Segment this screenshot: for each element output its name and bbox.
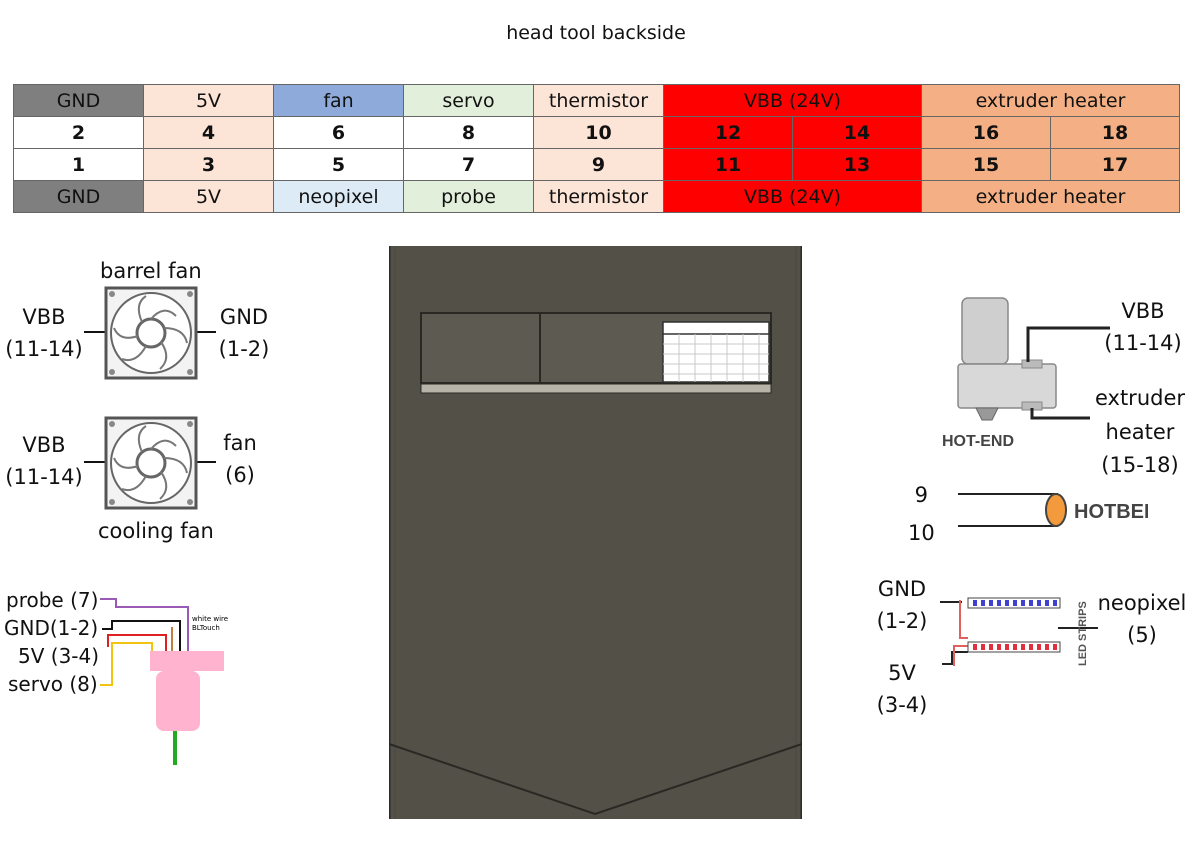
pin-number: 12 (663, 116, 793, 149)
pin-number: 2 (13, 116, 144, 149)
pin-label-bottom: probe (403, 180, 534, 213)
pin-number: 10 (533, 116, 664, 149)
pin-label-top: thermistor (533, 84, 664, 117)
bltouch-probe-label: probe (7) (6, 588, 99, 612)
hot-end-icon: HOT-END (942, 297, 1110, 450)
pin-number: 5 (273, 148, 404, 181)
barrel-fan-icon (84, 286, 216, 380)
led-neopixel-label: neopixel (5) (1097, 591, 1187, 647)
pin-label-top: extruder heater (921, 84, 1180, 117)
barrel-fan-title: barrel fan (100, 259, 202, 283)
pin-number: 16 (921, 116, 1051, 149)
pin-table-odd-row: 1 3 5 7 9 11 13 15 17 (13, 148, 1180, 181)
led-gnd-label: GND (1-2) (876, 577, 928, 633)
bltouch-5v-label: 5V (3-4) (18, 644, 100, 668)
pin-number: 11 (663, 148, 793, 181)
pin-label-top: GND (13, 84, 144, 117)
bltouch-note-a: white wire of (192, 615, 230, 623)
pin-label-top: VBB (24V) (663, 84, 922, 117)
barrel-fan-gnd-label: GND (1-2) (218, 305, 270, 361)
pin-table-top-labels: GND 5V fan servo thermistor VBB (24V) extruder… (13, 84, 1180, 117)
pin-label-bottom: thermistor (533, 180, 664, 213)
pin-number: 1 (13, 148, 144, 181)
pin-label-top: 5V (143, 84, 274, 117)
led-5v-label: 5V (3-4) (876, 661, 928, 717)
hotbed-icon: HOTBED (958, 493, 1148, 527)
bltouch-gnd-label: GND(1-2) (4, 616, 99, 640)
pin-number: 6 (273, 116, 404, 149)
pin-label-top: servo (403, 84, 534, 117)
pin-number: 4 (143, 116, 274, 149)
led-strips-caption: LED STRIPS (1077, 601, 1089, 666)
pin-label-top: fan (273, 84, 404, 117)
hotbed-pin-10: 10 (908, 521, 935, 545)
pin-label-bottom: extruder heater (921, 180, 1180, 213)
barrel-fan-vbb-label: VBB (11-14) (5, 305, 83, 361)
hotbed-pin-9: 9 (914, 483, 929, 507)
cooling-fan-fan-label: fan (6) (223, 431, 257, 487)
hot-end-heater-label: extruder heater (15-18) (1094, 386, 1186, 478)
bltouch-icon: white wire of BLTouch (100, 598, 230, 765)
pin-number: 9 (533, 148, 664, 181)
pin-label-bottom: neopixel (273, 180, 404, 213)
diagram-title: head tool backside (506, 22, 686, 44)
hot-end-vbb-label: VBB (11-14) (1104, 299, 1182, 355)
bltouch-servo-label: servo (8) (8, 672, 98, 696)
pin-number: 3 (143, 148, 274, 181)
pin-table: GND 5V fan servo thermistor VBB (24V) extruder… (13, 84, 1180, 213)
pin-number: 14 (792, 116, 922, 149)
head-tool-backside-panel (389, 246, 802, 819)
pin-number: 15 (921, 148, 1051, 181)
pin-number: 18 (1050, 116, 1180, 149)
pin-label-bottom: VBB (24V) (663, 180, 922, 213)
pin-label-bottom: GND (13, 180, 144, 213)
bltouch-note-b: BLTouch (192, 624, 220, 632)
pin-number: 13 (792, 148, 922, 181)
cooling-fan-vbb-label: VBB (11-14) (5, 433, 83, 489)
pin-table-even-row: 2 4 6 8 10 12 14 16 18 (13, 116, 1180, 149)
pin-table-bottom-labels: GND 5V neopixel probe thermistor VBB (24V) ext… (13, 180, 1180, 213)
pin-number: 8 (403, 116, 534, 149)
led-strips-icon: LED STRIPS (940, 597, 1098, 666)
pin-number: 17 (1050, 148, 1180, 181)
cooling-fan-icon (84, 416, 216, 510)
hot-end-caption: HOT-END (942, 433, 1014, 450)
pin-number: 7 (403, 148, 534, 181)
hotbed-pin-labels: 9 10 (908, 476, 935, 552)
cooling-fan-title: cooling fan (98, 519, 214, 543)
pin-label-bottom: 5V (143, 180, 274, 213)
hotbed-caption: HOTBED (1074, 501, 1148, 523)
bltouch-labels: probe (7) GND(1-2) 5V (3-4) servo (8) (4, 586, 100, 698)
